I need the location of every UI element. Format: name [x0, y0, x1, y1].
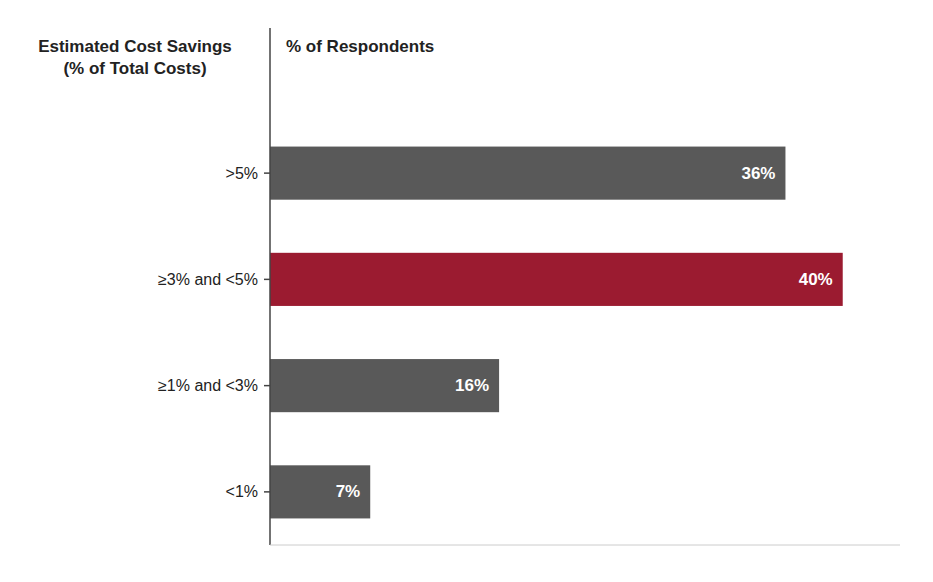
x-axis-label: % of Respondents [286, 37, 434, 56]
chart: Estimated Cost Savings(% of Total Costs)… [0, 0, 933, 582]
y-tick [264, 279, 270, 281]
bar [270, 359, 499, 412]
data-label: 16% [455, 376, 489, 395]
data-label: 36% [741, 164, 775, 183]
bar [270, 465, 370, 518]
y-tick [264, 172, 270, 174]
y-axis-label: Estimated Cost Savings(% of Total Costs) [38, 37, 232, 78]
data-label: 40% [799, 270, 833, 289]
bar [270, 147, 785, 200]
data-label: 7% [336, 482, 361, 501]
bar [270, 253, 843, 306]
y-axis-line [269, 28, 271, 545]
y-tick [264, 491, 270, 493]
y-tick-label: ≥1% and <3% [158, 377, 258, 394]
data-labels: 36% 40% 16% 7% [336, 164, 833, 502]
y-tick-label: <1% [226, 483, 258, 500]
y-tick [264, 385, 270, 387]
y-tick-label: ≥3% and <5% [158, 271, 258, 288]
bars [270, 147, 843, 519]
y-tick-label: >5% [226, 165, 258, 182]
x-axis-line [270, 545, 900, 546]
chart-container: Estimated Cost Savings(% of Total Costs)… [0, 0, 933, 582]
y-axis: >5% ≥3% and <5% ≥1% and <3% <1% [158, 165, 270, 501]
background [0, 0, 933, 582]
